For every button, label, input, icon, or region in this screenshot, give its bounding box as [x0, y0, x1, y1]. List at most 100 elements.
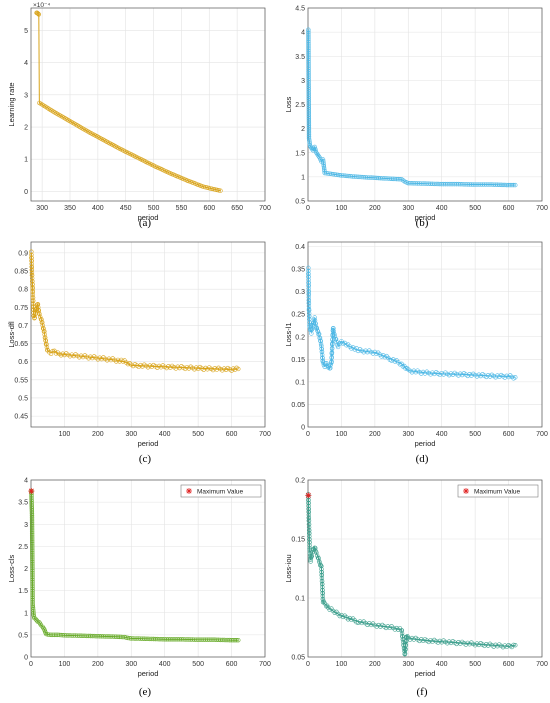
y-tick-label: 0.2: [295, 478, 305, 485]
data-point: [338, 341, 343, 346]
x-tick-label: 600: [503, 205, 515, 212]
data-point: [319, 575, 325, 581]
x-tick-label: 400: [159, 661, 171, 668]
y-tick-label: 0.75: [14, 305, 28, 312]
data-point: [324, 361, 329, 366]
legend-label: Maximum Value: [474, 489, 521, 496]
data-point: [320, 590, 325, 596]
data-point: [320, 587, 325, 593]
data-point: [306, 295, 311, 300]
x-tick-label: 400: [92, 205, 104, 212]
y-tick-label: 5: [24, 28, 28, 35]
plot-area: [308, 242, 542, 427]
data-point: [312, 315, 317, 320]
data-point: [41, 326, 46, 331]
data-point: [307, 323, 312, 328]
x-tick-label: 700: [536, 661, 548, 668]
chart-panel-d: 0 100 200 300 400 500 600 700 0 0.05 0.1 0.15 0.2 0.2…: [284, 241, 548, 465]
chart-panel-e: 0 100 200 300 400 500 600 700 0 0.5 1 1.5 2 2.5 3 3.5 4 p…: [7, 478, 271, 699]
data-point: [325, 171, 331, 176]
data-point: [311, 317, 317, 322]
data-point: [402, 363, 407, 369]
x-tick-label: 500: [192, 661, 204, 668]
x-axis-label: period: [138, 439, 159, 448]
data-point: [211, 186, 216, 192]
x-tick-label: 400: [436, 661, 448, 668]
data-point: [40, 323, 45, 328]
data-point: [306, 303, 312, 309]
data-point: [318, 341, 324, 347]
y-tick-label: 0.8: [18, 287, 28, 294]
data-point: [201, 184, 206, 190]
data-point: [31, 301, 36, 306]
data-point: [29, 497, 34, 502]
data-point: [42, 329, 47, 334]
data-point: [30, 298, 36, 303]
data-point: [319, 569, 324, 575]
plot-area: [31, 242, 265, 427]
data-point: [214, 187, 220, 193]
y-tick-label: 0.6: [18, 359, 28, 366]
data-point: [47, 632, 52, 637]
data-point: [319, 578, 325, 584]
data-point: [508, 182, 513, 188]
data-point: [333, 336, 339, 342]
data-point: [306, 528, 312, 533]
data-point: [31, 614, 37, 619]
data-point: [203, 185, 208, 190]
y-exponent-label: ×10⁻⁴: [33, 2, 50, 9]
data-point: [327, 171, 332, 176]
data-point: [320, 584, 325, 590]
max-value-marker: [305, 492, 312, 499]
y-tick-label: 0.35: [291, 267, 305, 274]
x-tick-label: 400: [436, 431, 448, 438]
data-point: [311, 320, 316, 326]
data-point: [320, 352, 325, 358]
y-tick-label: 0.5: [295, 199, 305, 206]
data-point: [330, 327, 336, 333]
x-tick-label: 0: [306, 205, 310, 212]
data-point: [320, 355, 325, 361]
chart-panel-b: 0 100 200 300 400 500 600 700 0.5 1 1.5 2 2.5 3 3.5 4 4.…: [284, 6, 548, 230]
data-point: [306, 271, 311, 276]
y-tick-label: 4.5: [295, 6, 305, 13]
data-point: [506, 182, 511, 188]
data-point: [58, 632, 64, 638]
x-tick-label: 200: [92, 661, 104, 668]
plot-area: [308, 480, 542, 657]
y-tick-label: 0.05: [291, 655, 305, 662]
data-point: [57, 632, 62, 638]
series-connector: [38, 14, 40, 103]
x-tick-label: 700: [536, 431, 548, 438]
legend: Maximum Value: [457, 484, 539, 498]
data-point: [324, 171, 329, 176]
data-point: [392, 176, 398, 182]
y-tick-label: 4: [24, 478, 28, 485]
legend: Maximum Value: [180, 484, 262, 498]
data-point: [328, 362, 334, 367]
x-axis-label: period: [138, 213, 159, 222]
legend-star-icon: [186, 488, 192, 494]
max-value-marker: [28, 488, 35, 495]
y-tick-label: 2: [24, 125, 28, 132]
data-point: [313, 545, 318, 551]
y-tick-label: 0.1: [295, 379, 305, 386]
y-tick-label: 0.55: [14, 377, 28, 384]
x-tick-label: 700: [259, 661, 271, 668]
chart-panel-f: 0 100 200 300 400 500 600 700 0.05 0.1 0.15 0.2 peri…: [284, 478, 548, 699]
data-point: [335, 172, 341, 178]
y-axis-label: Learning rate: [7, 82, 16, 126]
y-tick-label: 3: [24, 92, 28, 99]
data-point: [319, 563, 324, 569]
x-tick-label: 200: [369, 205, 381, 212]
x-tick-label: 200: [92, 431, 104, 438]
data-point: [43, 335, 48, 340]
x-tick-label: 200: [369, 661, 381, 668]
data-point: [36, 305, 41, 310]
data-point: [322, 170, 327, 176]
x-tick-label: 400: [436, 205, 448, 212]
axes-frame: [307, 479, 543, 658]
x-tick-label: 100: [336, 661, 348, 668]
data-point: [322, 167, 327, 172]
